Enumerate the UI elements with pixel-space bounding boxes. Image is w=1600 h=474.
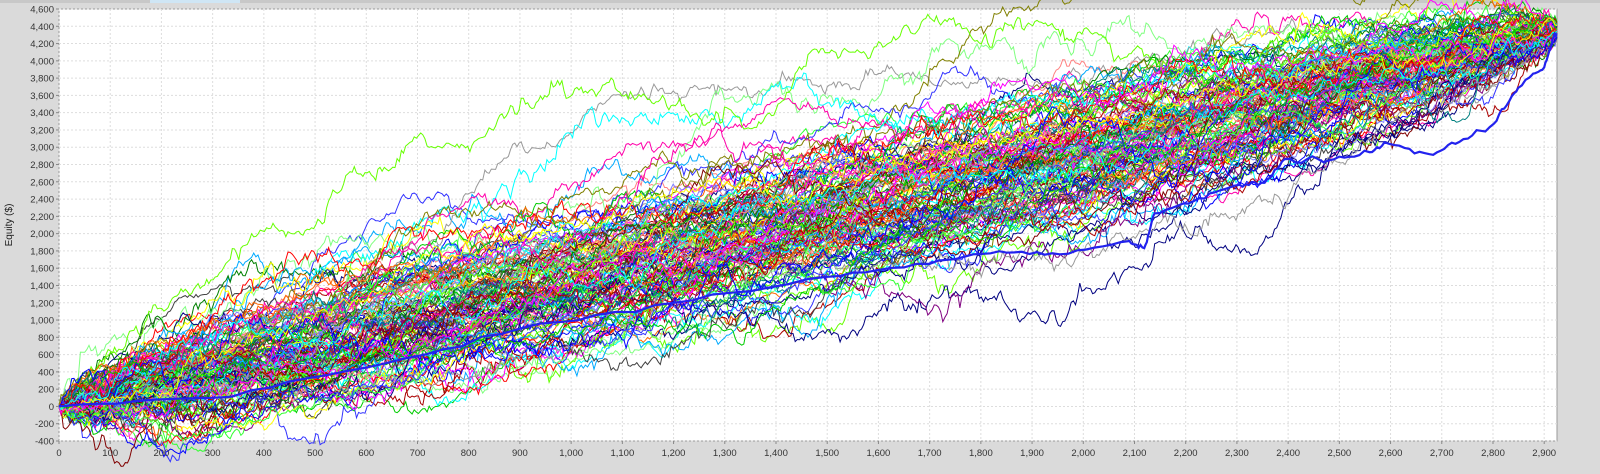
y-tick-label: 2,000 [30,229,54,240]
y-tick-label: 2,200 [30,212,54,223]
y-tick-label: 1,800 [30,246,54,257]
equity-path [58,21,1558,414]
x-tick-label: 2,800 [1481,448,1505,459]
x-tick-label: 200 [153,448,169,459]
equity-path [58,14,1558,413]
equity-path [58,12,1558,407]
y-tick-label: -400 [35,437,54,448]
y-tick-label: 0 [49,402,54,413]
equity-path [58,17,1558,407]
equity-path [58,11,1558,432]
y-tick-label: 3,800 [30,74,54,85]
equity-path [58,31,1558,438]
x-tick-label: 400 [256,448,272,459]
active-tab[interactable] [150,0,240,3]
highlighted-equity-path [58,31,1558,408]
y-tick-label: 3,600 [30,91,54,102]
x-tick-label: 700 [410,448,426,459]
equity-path [58,8,1558,413]
y-tick-label: 200 [38,385,54,396]
x-tick-label: 600 [358,448,374,459]
x-tick-label: 1,700 [918,448,942,459]
x-tick-label: 1,900 [1020,448,1044,459]
equity-path [58,31,1558,408]
x-tick-label: 2,900 [1532,448,1556,459]
x-tick-label: 1,400 [764,448,788,459]
y-tick-label: 800 [38,333,54,344]
equity-path [58,35,1558,422]
x-tick-label: 1,600 [867,448,891,459]
x-tick-label: 2,300 [1225,448,1249,459]
equity-path [58,27,1558,415]
y-axis-label: Equity ($) [4,204,15,247]
y-tick-label: 1,600 [30,264,54,275]
x-tick-label: 2,500 [1327,448,1351,459]
equity-path [58,0,1558,412]
equity-path [58,22,1558,407]
y-tick-label: 600 [38,350,54,361]
y-tick-label: 3,200 [30,125,54,136]
equity-path [58,21,1558,411]
x-tick-label: 2,200 [1174,448,1198,459]
x-tick-label: 900 [512,448,528,459]
equity-path [58,13,1558,411]
x-tick-label: 1,000 [559,448,583,459]
x-tick-label: 100 [102,448,118,459]
x-tick-label: 0 [56,448,61,459]
y-axis-ticks: -400 -200 0 200 400 600 800 1,000 1,200 1,400 1,60… [30,5,59,448]
y-tick-label: -200 [35,419,54,430]
equity-path [58,32,1558,416]
x-axis-ticks: 0 100 200 300 400 500 600 700 800 900 1,000 1,100 1,… [56,441,1556,459]
y-tick-label: 3,000 [30,143,54,154]
x-tick-label: 1,500 [815,448,839,459]
x-tick-label: 500 [307,448,323,459]
equity-path [58,25,1558,412]
y-tick-label: 2,800 [30,160,54,171]
equity-path [58,18,1558,442]
equity-path [58,30,1558,411]
x-tick-label: 2,700 [1430,448,1454,459]
highlighted-path [58,31,1558,408]
y-tick-label: 1,000 [30,316,54,327]
y-tick-label: 3,400 [30,108,54,119]
y-tick-label: 4,600 [30,5,54,16]
equity-path [58,36,1558,407]
y-tick-label: 400 [38,367,54,378]
equity-path [58,30,1558,407]
x-tick-label: 2,600 [1379,448,1403,459]
equity-path [58,33,1558,424]
y-tick-label: 4,400 [30,22,54,33]
equity-path [58,17,1558,414]
y-tick-label: 4,000 [30,56,54,67]
x-tick-label: 1,300 [713,448,737,459]
x-tick-label: 2,100 [1123,448,1147,459]
equity-path [58,13,1558,411]
y-tick-label: 1,200 [30,298,54,309]
x-tick-label: 800 [461,448,477,459]
simulated-paths [58,0,1558,467]
x-tick-label: 1,200 [662,448,686,459]
y-tick-label: 2,400 [30,195,54,206]
x-tick-label: 2,000 [1071,448,1095,459]
equity-path [58,24,1557,411]
y-tick-label: 1,400 [30,281,54,292]
x-tick-label: 1,100 [610,448,634,459]
y-tick-label: 2,600 [30,177,54,188]
x-tick-label: 2,400 [1276,448,1300,459]
window-top-strip [0,0,1600,3]
equity-path [58,31,1558,418]
equity-path [58,25,1558,422]
x-tick-label: 1,800 [969,448,993,459]
equity-path [58,34,1558,410]
equity-path [58,33,1558,421]
y-tick-label: 4,200 [30,39,54,50]
equity-path [58,17,1558,407]
x-tick-label: 300 [205,448,221,459]
